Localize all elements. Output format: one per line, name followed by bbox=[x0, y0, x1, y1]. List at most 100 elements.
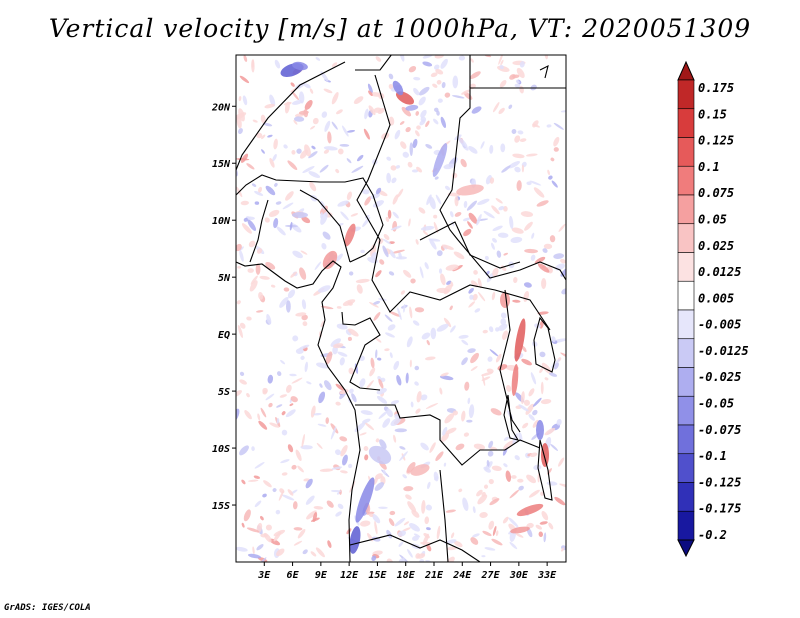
velocity-cell bbox=[323, 146, 338, 151]
velocity-cell bbox=[399, 446, 406, 450]
velocity-cell bbox=[301, 216, 311, 224]
velocity-cell bbox=[377, 357, 382, 361]
velocity-cell bbox=[488, 478, 494, 485]
velocity-cell bbox=[300, 250, 308, 255]
velocity-cell bbox=[327, 540, 332, 548]
velocity-cell bbox=[371, 555, 377, 562]
velocity-cell bbox=[400, 141, 407, 149]
velocity-cell bbox=[487, 356, 493, 362]
velocity-cell bbox=[340, 444, 348, 457]
velocity-cell bbox=[378, 378, 384, 389]
velocity-cell bbox=[508, 517, 519, 528]
velocity-cell bbox=[480, 141, 485, 149]
velocity-cell bbox=[359, 378, 366, 388]
velocity-cell bbox=[370, 193, 381, 199]
velocity-cell bbox=[509, 541, 518, 550]
velocity-cell bbox=[279, 296, 289, 308]
velocity-cell bbox=[361, 418, 371, 424]
velocity-cell bbox=[505, 470, 512, 482]
velocity-cell bbox=[532, 397, 542, 407]
velocity-cell bbox=[386, 529, 393, 539]
velocity-cell bbox=[530, 372, 537, 385]
velocity-cell bbox=[337, 503, 344, 509]
velocity-cell bbox=[256, 132, 263, 139]
velocity-cell bbox=[399, 451, 408, 462]
colorbar-label: -0.125 bbox=[698, 475, 741, 489]
velocity-cell bbox=[300, 445, 313, 450]
velocity-cell bbox=[321, 243, 327, 250]
velocity-cell bbox=[327, 131, 332, 144]
border-segment bbox=[349, 534, 481, 562]
velocity-cell bbox=[561, 547, 565, 552]
velocity-cell bbox=[250, 275, 258, 285]
velocity-cell bbox=[450, 532, 455, 539]
velocity-cell bbox=[344, 223, 356, 247]
velocity-cell bbox=[447, 556, 455, 562]
velocity-cell bbox=[514, 83, 521, 88]
velocity-cell bbox=[489, 177, 495, 184]
lon-tick-label: 30E bbox=[509, 570, 529, 581]
velocity-cell bbox=[551, 336, 556, 343]
velocity-cell bbox=[490, 408, 502, 416]
velocity-cell bbox=[510, 475, 517, 479]
velocity-cell bbox=[262, 387, 268, 394]
velocity-cell bbox=[509, 215, 514, 229]
velocity-cell bbox=[556, 418, 562, 426]
velocity-cell bbox=[514, 318, 526, 362]
velocity-cell bbox=[362, 189, 370, 195]
colorbar-label: 0.175 bbox=[698, 81, 734, 95]
velocity-cell bbox=[550, 444, 558, 451]
velocity-cell bbox=[295, 312, 307, 317]
velocity-cell bbox=[497, 323, 508, 331]
velocity-cell bbox=[342, 454, 348, 466]
velocity-cell bbox=[416, 166, 423, 173]
velocity-cell bbox=[364, 196, 372, 206]
velocity-cell bbox=[289, 403, 294, 407]
velocity-cell bbox=[335, 383, 345, 391]
velocity-cell bbox=[421, 499, 426, 514]
colorbar-label: -0.075 bbox=[698, 423, 741, 437]
velocity-cell bbox=[486, 459, 490, 467]
velocity-cell bbox=[511, 364, 519, 396]
velocity-cell bbox=[403, 303, 406, 313]
velocity-cell bbox=[451, 172, 458, 179]
velocity-cell bbox=[433, 471, 439, 482]
velocity-cell bbox=[349, 526, 361, 554]
velocity-cell bbox=[285, 384, 292, 393]
velocity-cell bbox=[359, 355, 365, 362]
velocity-cell bbox=[375, 438, 380, 443]
velocity-cell bbox=[275, 201, 282, 205]
velocity-cell bbox=[393, 360, 400, 370]
velocity-cell bbox=[495, 353, 502, 363]
velocity-cell bbox=[340, 211, 349, 221]
velocity-cell bbox=[316, 362, 329, 369]
velocity-cell bbox=[360, 410, 373, 415]
velocity-cell bbox=[393, 434, 397, 443]
velocity-cell bbox=[477, 278, 482, 289]
velocity-cell bbox=[389, 510, 396, 516]
velocity-cell bbox=[252, 119, 258, 123]
velocity-cell bbox=[406, 462, 416, 473]
velocity-cell bbox=[537, 263, 550, 273]
velocity-cell bbox=[415, 553, 421, 559]
velocity-cell bbox=[516, 180, 522, 192]
velocity-cell bbox=[412, 138, 418, 149]
velocity-cell bbox=[553, 122, 564, 130]
velocity-cell bbox=[429, 238, 437, 250]
velocity-cell bbox=[285, 409, 296, 418]
velocity-cell bbox=[425, 402, 439, 409]
velocity-cell bbox=[243, 217, 248, 222]
velocity-cell bbox=[443, 462, 447, 467]
velocity-cell bbox=[302, 549, 308, 555]
velocity-cell bbox=[253, 475, 260, 479]
velocity-cell bbox=[429, 442, 436, 453]
velocity-cell bbox=[369, 367, 376, 377]
velocity-cell bbox=[312, 117, 319, 125]
velocity-cell bbox=[382, 245, 389, 258]
velocity-cell bbox=[375, 337, 382, 343]
velocity-cell bbox=[468, 287, 474, 294]
velocity-cell bbox=[462, 497, 469, 512]
colorbar-label: -0.005 bbox=[698, 318, 741, 332]
velocity-cell bbox=[449, 305, 453, 311]
velocity-cell bbox=[515, 79, 520, 84]
